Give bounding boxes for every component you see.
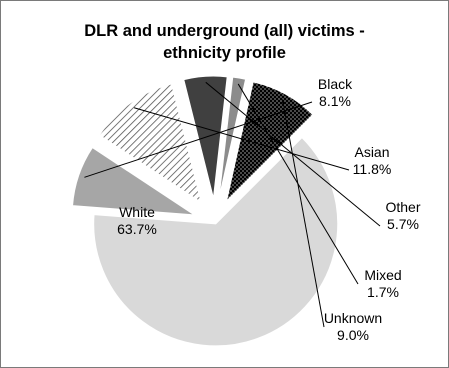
pie-slice-white	[93, 136, 339, 347]
chart-title: DLR and underground (all) victims - ethn…	[0, 20, 449, 64]
pie-slice-unknown	[225, 81, 314, 203]
slice-value-white: 63.7%	[117, 221, 157, 237]
pie-slice-mixed	[218, 76, 247, 199]
slice-label-black: Black	[318, 76, 353, 92]
slice-value-unknown: 9.0%	[337, 327, 369, 343]
slice-label-white: White	[119, 204, 155, 220]
slice-value-black: 8.1%	[319, 93, 351, 109]
chart-title-line-2: ethnicity profile	[163, 44, 286, 62]
leader-line-black	[84, 101, 313, 178]
leader-line-unknown	[281, 99, 325, 328]
slice-label-asian: Asian	[354, 144, 389, 160]
slice-value-asian: 11.8%	[353, 161, 392, 177]
pie-slice-asian	[98, 83, 202, 204]
slice-label-unknown: Unknown	[324, 310, 382, 326]
slice-value-other: 5.7%	[387, 216, 419, 232]
slice-label-mixed: Mixed	[364, 267, 401, 283]
leader-line-asian	[134, 107, 350, 171]
slice-label-other: Other	[385, 199, 420, 215]
pie-slice-black	[71, 146, 197, 216]
slice-value-mixed: 1.7%	[367, 284, 399, 300]
chart-title-line-1: DLR and underground (all) victims -	[84, 22, 365, 40]
